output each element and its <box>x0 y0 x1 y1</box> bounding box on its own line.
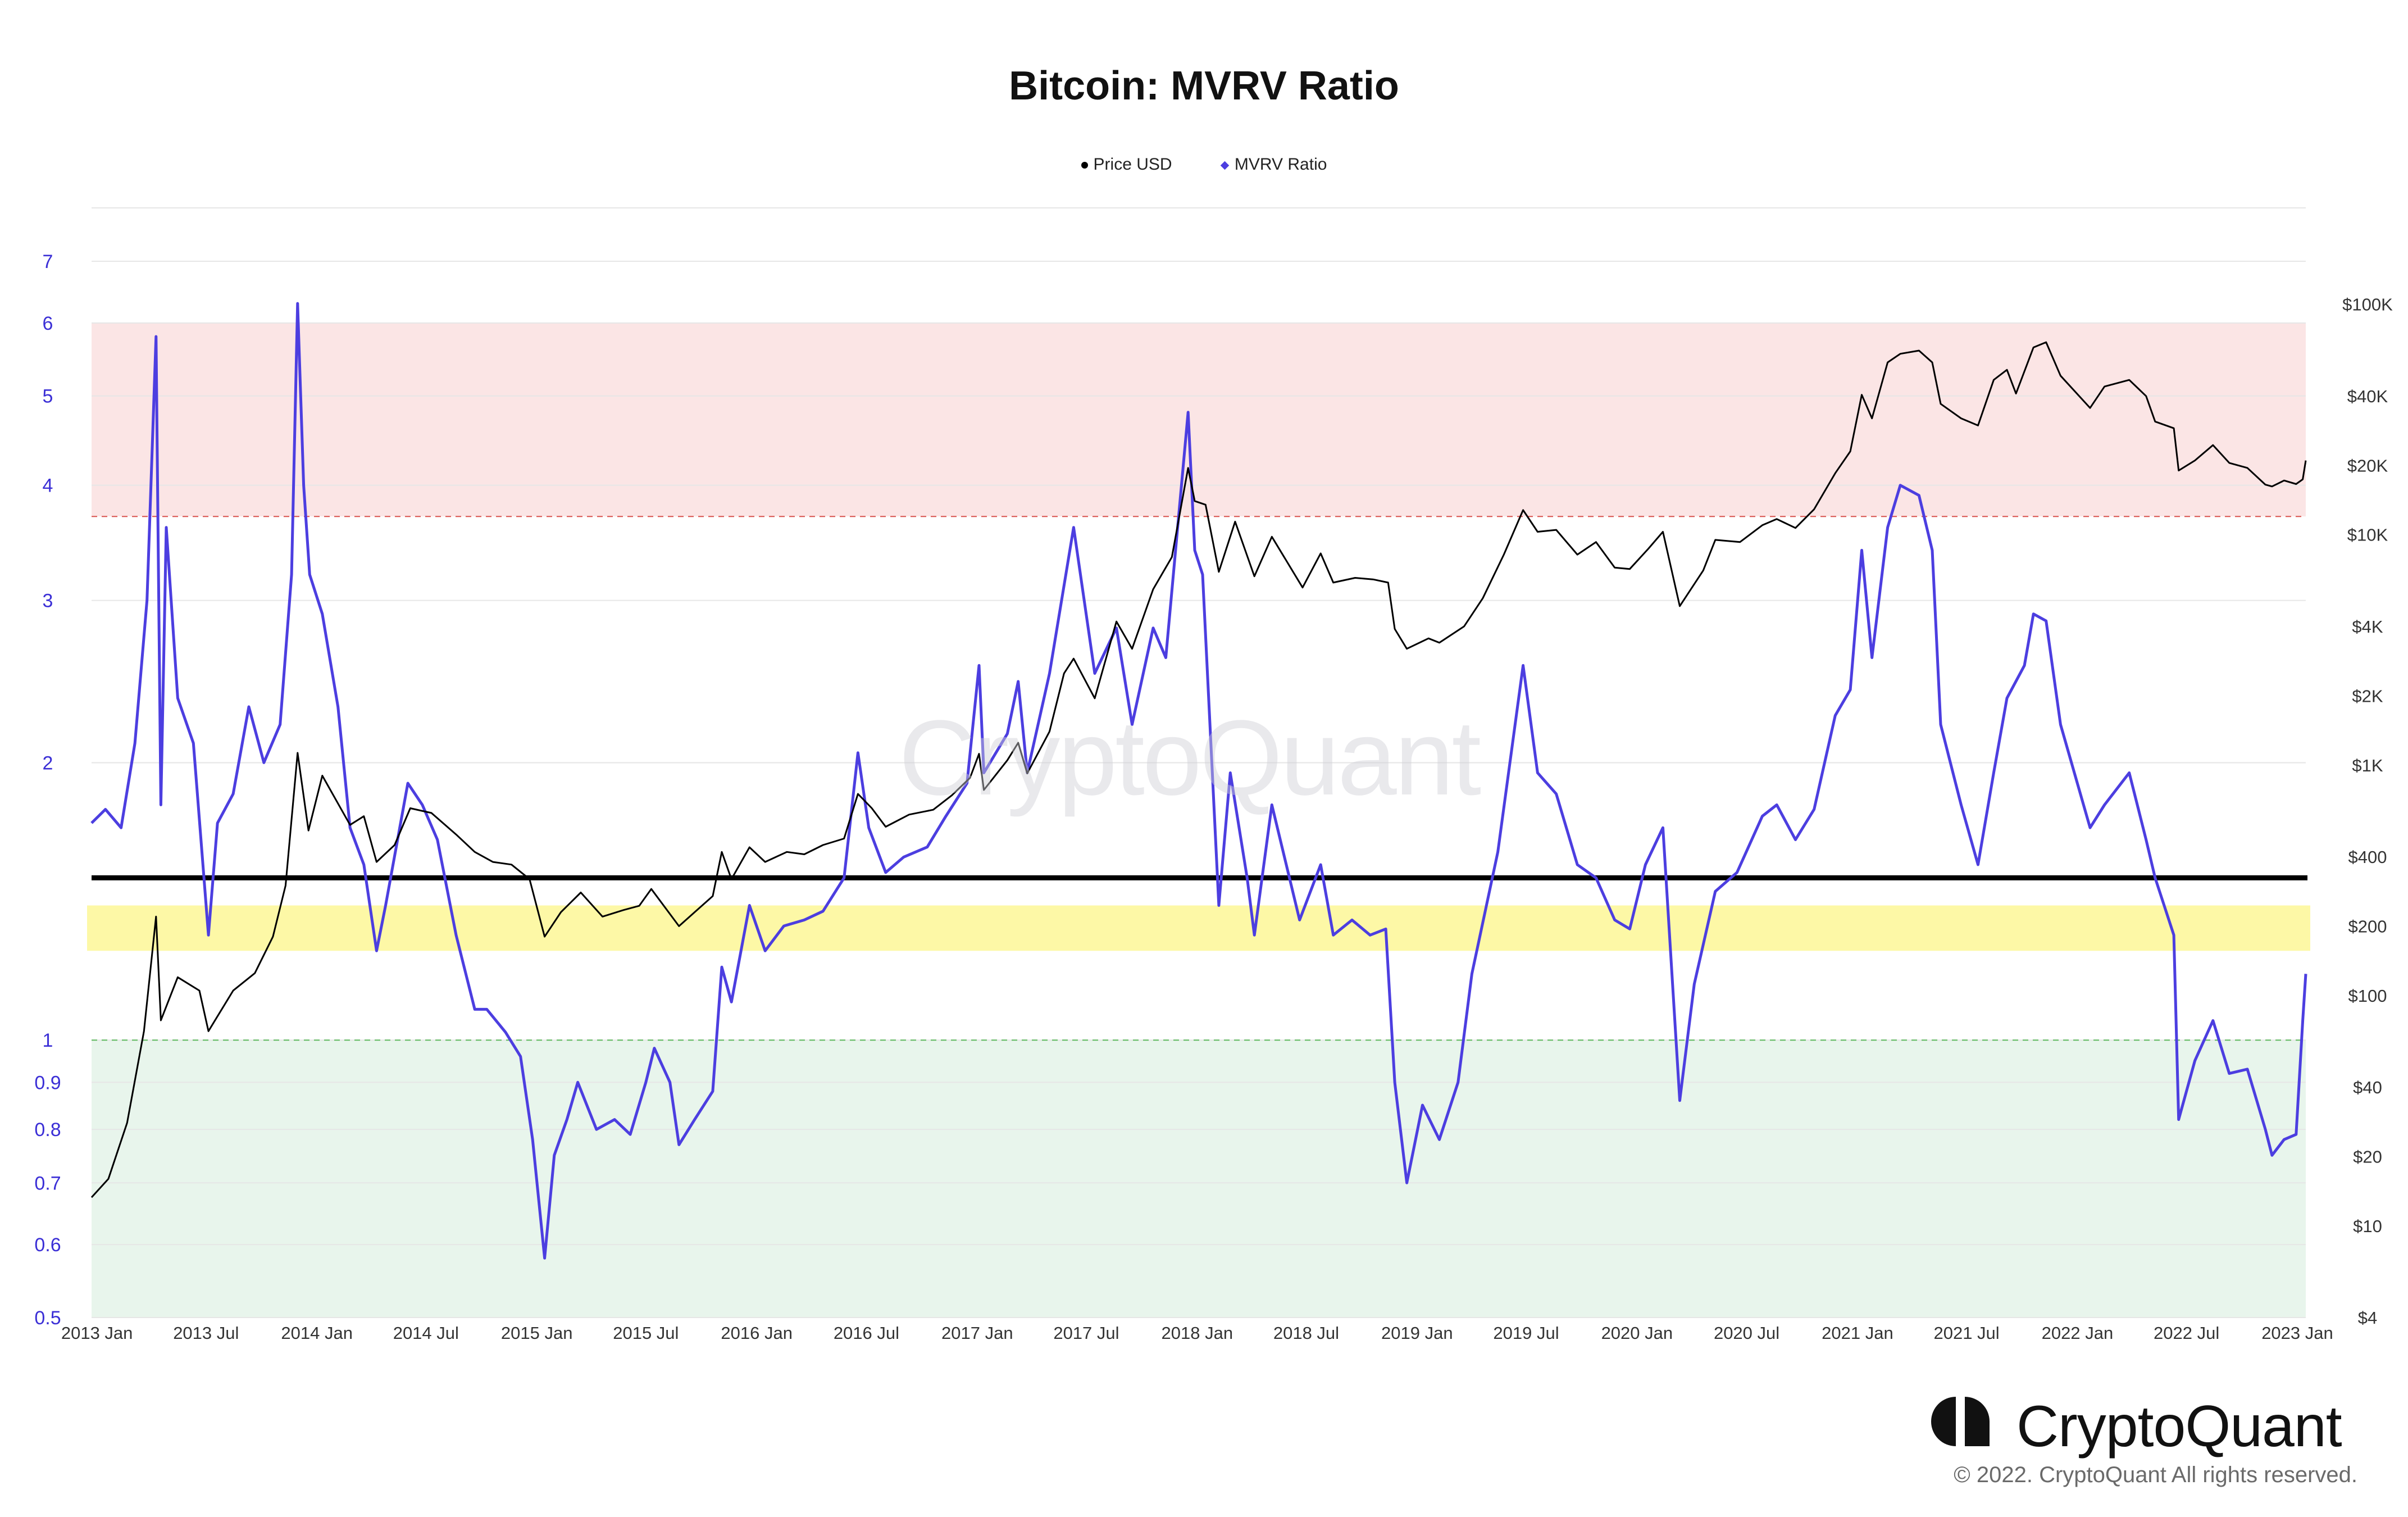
right-tick-label: $4K <box>2352 617 2383 637</box>
right-tick-label: $200 <box>2348 916 2387 936</box>
x-tick-label: 2020 Jan <box>1601 1323 1673 1343</box>
x-tick-label: 2021 Jul <box>1933 1323 1999 1343</box>
copyright-text: © 2022. CryptoQuant All rights reserved. <box>1954 1463 2357 1487</box>
left-tick-label: 0.5 <box>34 1307 61 1329</box>
x-tick-label: 2019 Jul <box>1493 1323 1559 1343</box>
series-line-mvrv <box>90 302 2307 1260</box>
zone-band-0 <box>92 323 2306 517</box>
brand-logo: CryptoQuant <box>1921 1388 2359 1459</box>
x-tick-label: 2017 Jul <box>1053 1323 1119 1343</box>
x-tick-label: 2020 Jul <box>1714 1323 1779 1343</box>
x-tick-label: 2015 Jan <box>501 1323 573 1343</box>
x-tick-label: 2023 Jan <box>2261 1323 2333 1343</box>
x-tick-label: 2022 Jul <box>2154 1323 2219 1343</box>
x-tick-label: 2015 Jul <box>613 1323 679 1343</box>
right-tick-label: $100 <box>2348 986 2387 1006</box>
left-tick-label: 1 <box>43 1030 53 1051</box>
zone-bands <box>87 323 2310 1318</box>
right-tick-label: $10 <box>2353 1216 2382 1236</box>
cryptoquant-logo-icon <box>1931 1397 1990 1446</box>
right-tick-label: $40 <box>2353 1078 2382 1097</box>
x-tick-label: 2017 Jan <box>941 1323 1013 1343</box>
left-tick-label: 0.6 <box>34 1234 61 1256</box>
watermark: CryptoQuant <box>899 698 1481 817</box>
right-tick-label: $4 <box>2358 1308 2377 1328</box>
x-tick-label: 2014 Jul <box>393 1323 459 1343</box>
left-tick-label: 5 <box>43 386 53 407</box>
x-tick-label: 2018 Jul <box>1273 1323 1339 1343</box>
zone-band-1 <box>92 1040 2306 1318</box>
legend-label-price: Price USD <box>1093 155 1172 174</box>
axis-labels: 0.5 0.6 0.7 0.8 0.9 1 2 3 4 5 6 7 $4 $10 $20 $40 $100 $20… <box>34 251 2393 1343</box>
series-line-price <box>90 341 2307 1198</box>
legend-label-mvrv: MVRV Ratio <box>1234 155 1327 174</box>
x-tick-label: 2018 Jan <box>1162 1323 1233 1343</box>
x-tick-label: 2021 Jan <box>1822 1323 1893 1343</box>
left-tick-label: 3 <box>43 591 53 612</box>
x-tick-label: 2013 Jan <box>61 1323 133 1343</box>
grid-lines <box>92 207 2306 1318</box>
highlight-band <box>87 905 2310 951</box>
x-tick-label: 2016 Jul <box>834 1323 899 1343</box>
reference-lines <box>92 516 2307 1041</box>
x-tick-label: 2019 Jan <box>1381 1323 1453 1343</box>
right-tick-label: $40K <box>2347 387 2388 406</box>
left-tick-label: 0.7 <box>34 1173 61 1194</box>
legend-item-price[interactable]: Price USD <box>1081 155 1172 174</box>
series-lines <box>90 302 2307 1260</box>
right-tick-label: $20 <box>2353 1147 2382 1166</box>
left-tick-label: 0.9 <box>34 1072 61 1093</box>
legend-item-mvrv[interactable]: MVRV Ratio <box>1220 155 1327 174</box>
x-tick-label: 2022 Jan <box>2042 1323 2114 1343</box>
x-tick-label: 2016 Jan <box>721 1323 793 1343</box>
left-tick-label: 6 <box>43 313 53 334</box>
left-tick-label: 2 <box>43 752 53 774</box>
right-tick-label: $10K <box>2347 525 2388 545</box>
chart-legend: Price USD MVRV Ratio <box>0 155 2408 174</box>
left-tick-label: 4 <box>43 475 53 497</box>
chart-title: Bitcoin: MVRV Ratio <box>1009 63 1399 108</box>
right-tick-label: $2K <box>2352 686 2383 706</box>
right-tick-label: $1K <box>2352 756 2383 775</box>
right-tick-label: $400 <box>2348 847 2387 867</box>
x-tick-label: 2014 Jan <box>281 1323 353 1343</box>
left-tick-label: 0.8 <box>34 1119 61 1141</box>
legend-marker-mvrv <box>1220 161 1230 170</box>
legend-marker-price <box>1081 162 1088 169</box>
brand-name: CryptoQuant <box>2016 1394 2342 1459</box>
x-tick-label: 2013 Jul <box>173 1323 239 1343</box>
right-tick-label: $20K <box>2347 456 2388 475</box>
left-tick-label: 7 <box>43 251 53 272</box>
right-tick-label: $100K <box>2342 295 2393 315</box>
